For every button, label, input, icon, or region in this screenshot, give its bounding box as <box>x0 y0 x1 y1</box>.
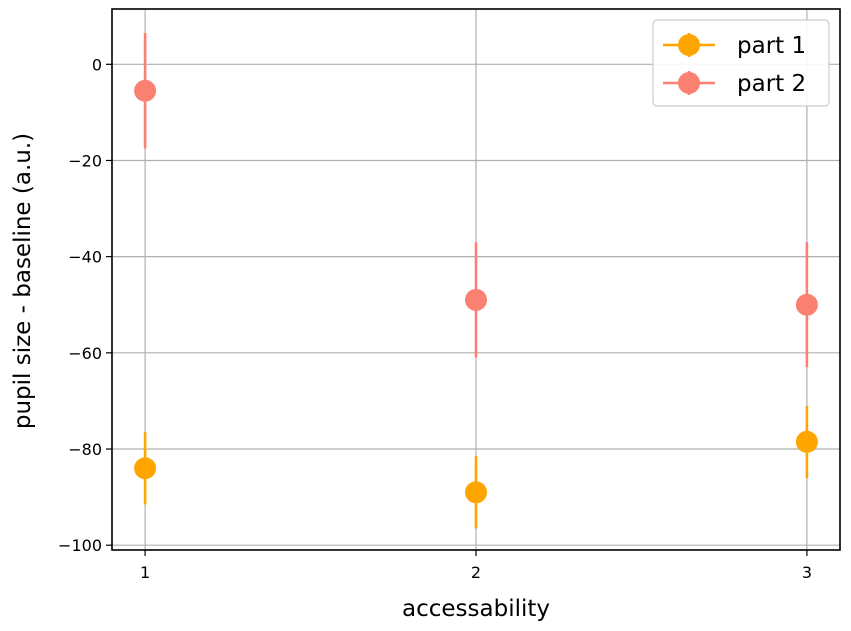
data-point <box>465 288 487 311</box>
legend-marker <box>678 34 700 56</box>
y-tick-label: 0 <box>92 55 102 74</box>
data-point <box>134 457 157 480</box>
x-tick-label: 1 <box>140 563 150 582</box>
series-1 <box>134 405 818 529</box>
legend-label: part 1 <box>737 33 806 59</box>
x-axis-label: accessability <box>402 596 550 622</box>
data-point <box>134 79 157 102</box>
legend-entry: part 2 <box>663 71 806 97</box>
x-tick-label: 2 <box>471 563 481 582</box>
legend-label: part 2 <box>737 71 806 97</box>
data-point <box>795 430 818 453</box>
axis-ticks: 1 2 3 0 −20 −40 −60 −80 −100 <box>58 55 812 582</box>
legend: part 1 part 2 <box>652 19 830 107</box>
legend-entry: part 1 <box>663 33 806 59</box>
series-layer <box>134 33 818 529</box>
y-tick-label: −80 <box>68 440 102 459</box>
y-axis-label: pupil size - baseline (a.u.) <box>10 133 36 429</box>
plot-frame <box>111 8 841 551</box>
data-point <box>795 293 818 316</box>
data-point <box>465 481 487 504</box>
y-tick-label: −60 <box>68 344 102 363</box>
y-tick-label: −20 <box>68 151 102 170</box>
series-2 <box>134 33 818 368</box>
y-tick-label: −100 <box>58 536 102 555</box>
x-tick-label: 3 <box>802 563 812 582</box>
y-tick-label: −40 <box>68 248 102 267</box>
legend-marker <box>678 72 700 94</box>
